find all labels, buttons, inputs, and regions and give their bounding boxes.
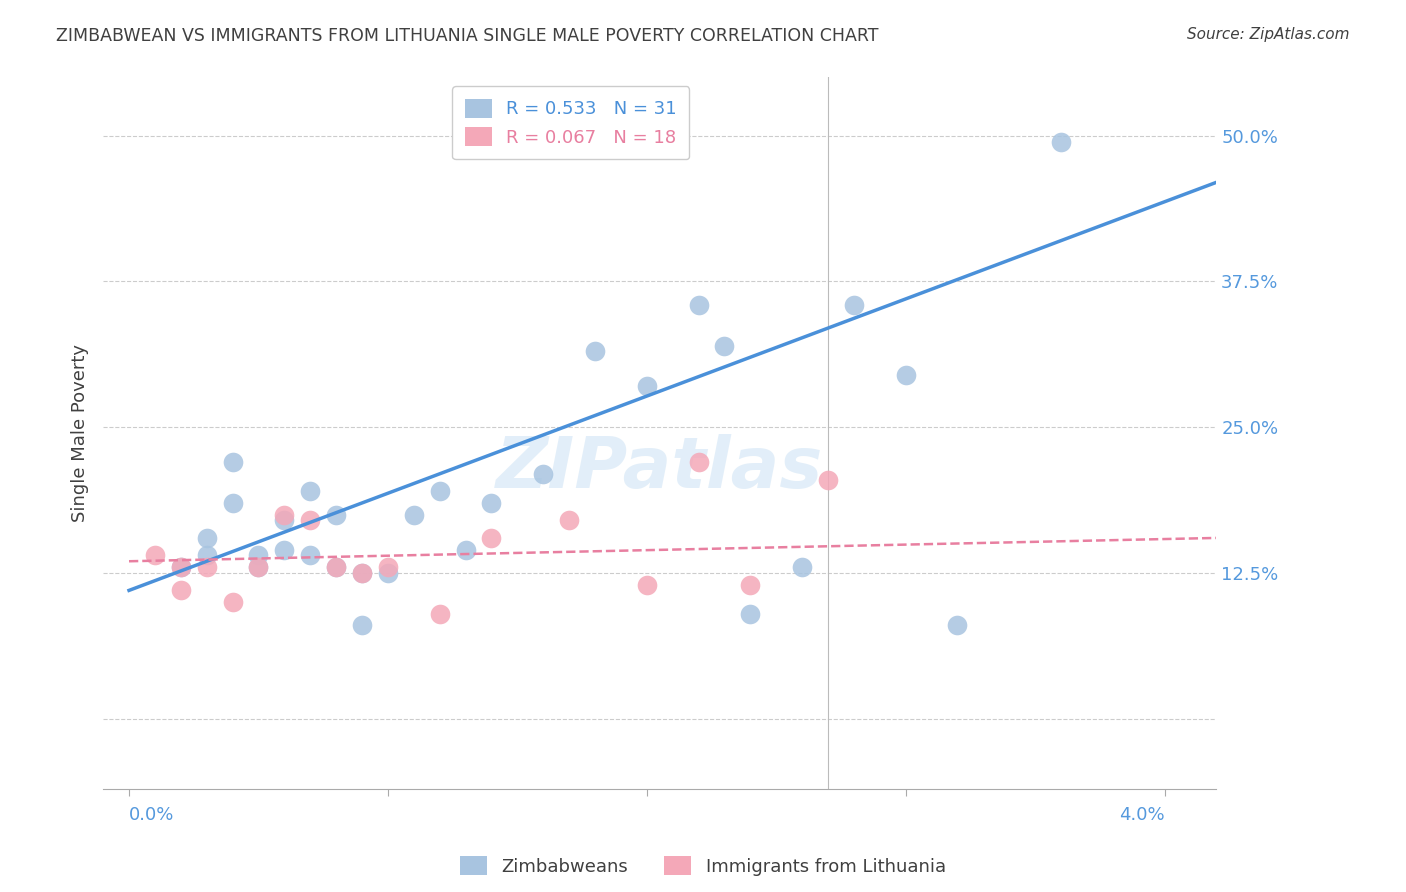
Text: 4.0%: 4.0% bbox=[1119, 806, 1164, 824]
Point bbox=[429, 484, 451, 499]
Point bbox=[299, 484, 322, 499]
Point bbox=[143, 549, 166, 563]
Point bbox=[713, 338, 735, 352]
Point bbox=[481, 531, 503, 545]
Point bbox=[429, 607, 451, 621]
Point bbox=[299, 549, 322, 563]
Point bbox=[402, 508, 425, 522]
Y-axis label: Single Male Poverty: Single Male Poverty bbox=[72, 344, 89, 522]
Text: ZIMBABWEAN VS IMMIGRANTS FROM LITHUANIA SINGLE MALE POVERTY CORRELATION CHART: ZIMBABWEAN VS IMMIGRANTS FROM LITHUANIA … bbox=[56, 27, 879, 45]
Point bbox=[740, 577, 762, 591]
Point bbox=[842, 298, 865, 312]
Point bbox=[817, 473, 839, 487]
Point bbox=[273, 508, 295, 522]
Point bbox=[221, 455, 243, 469]
Point bbox=[740, 607, 762, 621]
Point bbox=[558, 513, 581, 527]
Point bbox=[170, 583, 193, 598]
Point bbox=[273, 513, 295, 527]
Point bbox=[195, 560, 218, 574]
Point bbox=[688, 455, 710, 469]
Point bbox=[454, 542, 477, 557]
Point bbox=[636, 577, 658, 591]
Point bbox=[273, 542, 295, 557]
Point bbox=[221, 595, 243, 609]
Point bbox=[377, 560, 399, 574]
Text: Source: ZipAtlas.com: Source: ZipAtlas.com bbox=[1187, 27, 1350, 42]
Point bbox=[583, 344, 606, 359]
Point bbox=[221, 496, 243, 510]
Point bbox=[350, 566, 373, 580]
Point bbox=[325, 560, 347, 574]
Point bbox=[894, 368, 917, 382]
Point bbox=[688, 298, 710, 312]
Point bbox=[325, 560, 347, 574]
Point bbox=[170, 560, 193, 574]
Point bbox=[531, 467, 554, 481]
Point bbox=[350, 566, 373, 580]
Text: 0.0%: 0.0% bbox=[129, 806, 174, 824]
Point bbox=[247, 549, 270, 563]
Legend: R = 0.533   N = 31, R = 0.067   N = 18: R = 0.533 N = 31, R = 0.067 N = 18 bbox=[451, 87, 689, 160]
Point bbox=[946, 618, 969, 632]
Legend: Zimbabweans, Immigrants from Lithuania: Zimbabweans, Immigrants from Lithuania bbox=[453, 849, 953, 883]
Point bbox=[481, 496, 503, 510]
Point bbox=[195, 549, 218, 563]
Point bbox=[325, 508, 347, 522]
Point bbox=[790, 560, 813, 574]
Point bbox=[1050, 135, 1073, 149]
Point bbox=[377, 566, 399, 580]
Point bbox=[247, 560, 270, 574]
Point bbox=[170, 560, 193, 574]
Text: ZIPatlas: ZIPatlas bbox=[496, 434, 824, 503]
Point bbox=[636, 379, 658, 393]
Point bbox=[195, 531, 218, 545]
Point bbox=[299, 513, 322, 527]
Point bbox=[247, 560, 270, 574]
Point bbox=[350, 618, 373, 632]
